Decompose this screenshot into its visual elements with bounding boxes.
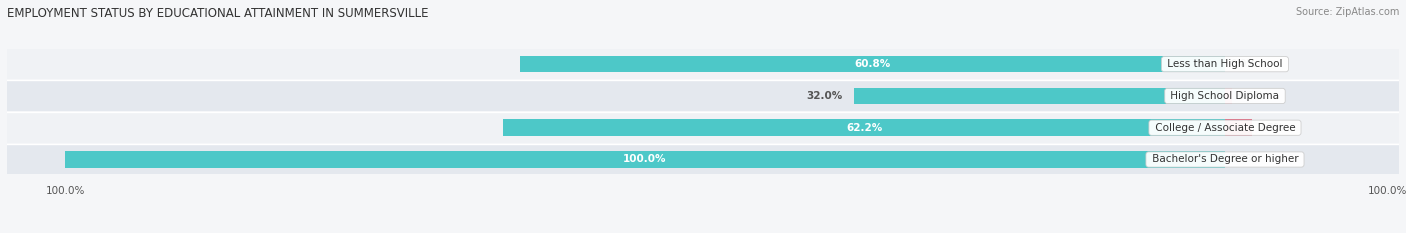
Bar [7, 81, 1399, 111]
Text: 62.2%: 62.2% [846, 123, 883, 133]
Text: High School Diploma: High School Diploma [1167, 91, 1282, 101]
Text: EMPLOYMENT STATUS BY EDUCATIONAL ATTAINMENT IN SUMMERSVILLE: EMPLOYMENT STATUS BY EDUCATIONAL ATTAINM… [7, 7, 429, 20]
Bar [503, 120, 1225, 136]
Text: 60.8%: 60.8% [855, 59, 890, 69]
Text: 0.0%: 0.0% [1230, 59, 1257, 69]
Text: Bachelor's Degree or higher: Bachelor's Degree or higher [1149, 154, 1302, 164]
Text: 0.0%: 0.0% [1230, 154, 1257, 164]
Bar [7, 113, 1399, 143]
Bar [853, 88, 1225, 104]
Text: 32.0%: 32.0% [806, 91, 842, 101]
Bar [1225, 88, 1232, 104]
Bar [520, 56, 1225, 72]
Text: 100.0%: 100.0% [623, 154, 666, 164]
Bar [1225, 120, 1251, 136]
Text: Less than High School: Less than High School [1164, 59, 1286, 69]
Bar [65, 151, 1225, 168]
Text: 2.3%: 2.3% [1257, 123, 1284, 133]
Legend: In Labor Force, Unemployed: In Labor Force, Unemployed [605, 231, 801, 233]
Text: 0.6%: 0.6% [1237, 91, 1264, 101]
Bar [7, 144, 1399, 175]
Bar [7, 49, 1399, 79]
Text: College / Associate Degree: College / Associate Degree [1152, 123, 1298, 133]
Text: Source: ZipAtlas.com: Source: ZipAtlas.com [1295, 7, 1399, 17]
